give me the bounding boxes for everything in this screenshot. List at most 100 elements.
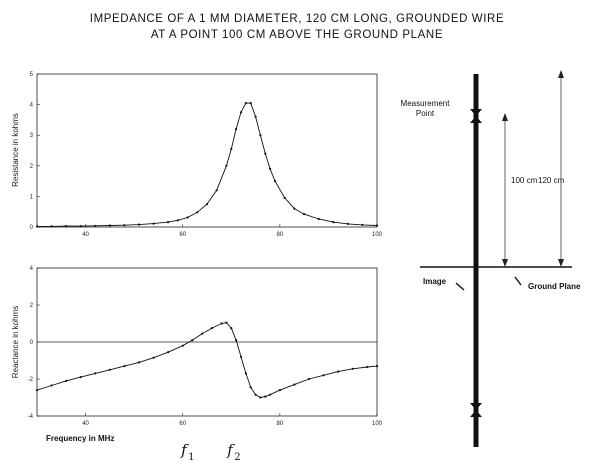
reactance-data-point [181, 344, 184, 347]
resistance-data-point [254, 115, 257, 118]
reactance-data-point [201, 332, 204, 335]
reactance-x-tick-label: 60 [179, 421, 186, 427]
dimension-100-arrowhead-top [502, 113, 508, 121]
reactance-data-point [123, 365, 126, 368]
reactance-data-point [269, 393, 272, 396]
ground-plane-leader-line [514, 276, 522, 286]
resistance-data-point [152, 222, 155, 225]
image-point-marker [470, 403, 482, 417]
resistance-data-point [317, 217, 320, 221]
reactance-data-point [65, 379, 68, 382]
reactance-data-point [366, 365, 369, 369]
reactance-data-point [94, 372, 97, 375]
reactance-y-tick-label: 2 [30, 303, 34, 309]
resistance-x-tick-label: 40 [82, 232, 89, 238]
dimension-120-arrowhead-top [558, 70, 564, 78]
resistance-chart: 40 60 80 100 0 1 2 3 4 5 Resistance in kohms [11, 72, 383, 238]
reactance-data-point [259, 396, 262, 399]
resistance-data-point [94, 224, 97, 227]
reactance-data-point [375, 365, 379, 368]
reactance-data-point [278, 389, 281, 392]
resistance-data-point [249, 102, 252, 105]
reactance-data-point [293, 383, 296, 386]
resistance-x-tick-label: 100 [372, 232, 383, 238]
reactance-data-point [235, 339, 238, 342]
resistance-curve [37, 102, 378, 227]
resistance-data-point [269, 167, 272, 170]
reactance-data-point [152, 356, 155, 359]
reactance-data-point [244, 372, 247, 375]
reactance-y-tick-label: -4 [28, 414, 34, 420]
reactance-data-point [137, 361, 141, 364]
reactance-data-point [210, 327, 213, 330]
reactance-data-point [225, 321, 228, 324]
figure-title-line1: IMPEDANCE OF A 1 MM DIAMETER, 120 CM LON… [90, 13, 504, 25]
resistance-data-point [108, 224, 111, 227]
resistance-data-point [196, 211, 199, 214]
reactance-data-point [337, 370, 340, 373]
resistance-data-point [361, 223, 364, 226]
reactance-y-axis-label: Reactance in kohms [11, 306, 20, 378]
resistance-data-point [35, 225, 39, 228]
resistance-data-point [123, 224, 126, 227]
resistance-data-point [293, 207, 296, 210]
reactance-x-tick-label: 80 [277, 421, 284, 427]
dimension-100-arrowhead-bottom [502, 259, 508, 267]
resistance-data-point [235, 128, 238, 131]
resistance-x-tick-label: 80 [277, 232, 284, 238]
reactance-data-point [351, 367, 354, 370]
resistance-data-point [283, 196, 286, 199]
resistance-data-point [244, 102, 247, 105]
reactance-data-point [220, 322, 223, 325]
figure-title-line2: AT A POINT 100 CM ABOVE THE GROUND PLANE [151, 29, 443, 41]
reactance-x-tick-label: 40 [82, 421, 89, 427]
resistance-data-point [273, 180, 277, 183]
reactance-x-tick-label: 100 [372, 421, 383, 427]
resistance-y-tick-label: 0 [30, 225, 34, 231]
dimension-100-label: 100 cm [511, 176, 538, 185]
resistance-data-point [375, 224, 379, 227]
f1-annotation: f [180, 441, 189, 459]
resistance-data-point [346, 222, 349, 225]
resistance-y-tick-label: 5 [30, 72, 34, 78]
resistance-data-point [215, 189, 218, 192]
resistance-data-point [259, 134, 262, 137]
dimension-120-arrowhead-bottom [558, 259, 564, 267]
reactance-data-point [35, 389, 39, 392]
resistance-data-point [167, 221, 170, 224]
reactance-y-tick-label: 4 [30, 266, 34, 272]
reactance-data-point [249, 386, 252, 389]
image-leader-line [455, 282, 465, 291]
reactance-data-point [264, 395, 267, 398]
reactance-y-tick-label: -2 [28, 377, 34, 383]
resistance-y-axis-label: Resistance in kohms [11, 113, 20, 187]
resistance-data-point [186, 216, 189, 219]
reactance-curve [36, 322, 378, 398]
reactance-data-point [239, 355, 243, 358]
resistance-data-point [264, 152, 267, 155]
resistance-y-tick-label: 4 [30, 103, 34, 109]
resistance-plot-frame [36, 73, 378, 228]
reactance-data-point [79, 376, 82, 379]
measurement-point-label-line1: Measurement [401, 99, 451, 108]
reactance-data-point [254, 393, 257, 396]
reactance-chart: 40 60 80 100 4 2 0 -2 -4 Reactance in kohms Freq… [11, 266, 383, 463]
frequency-x-axis-label: Frequency in MHz [46, 434, 114, 443]
resistance-data-point [65, 225, 68, 228]
resistance-data-point [176, 219, 179, 222]
resistance-x-tick-label: 60 [179, 232, 186, 238]
resistance-data-point [230, 147, 233, 151]
reactance-data-point [322, 374, 325, 377]
reactance-y-tick-label: 0 [30, 340, 34, 346]
measurement-point-marker [470, 109, 482, 123]
resistance-y-tick-label: 2 [30, 164, 34, 170]
measurement-point-label-line2: Point [416, 109, 435, 118]
resistance-data-point [239, 111, 243, 114]
image-label: Image [423, 277, 447, 286]
resistance-y-tick-label: 1 [30, 194, 34, 200]
resistance-y-tick-label: 3 [30, 133, 34, 139]
wire-diagram: Measurement Point 100 cm 120 cm Image Gr… [401, 70, 581, 447]
resistance-data-point [79, 225, 82, 228]
resistance-data-point [137, 223, 141, 226]
